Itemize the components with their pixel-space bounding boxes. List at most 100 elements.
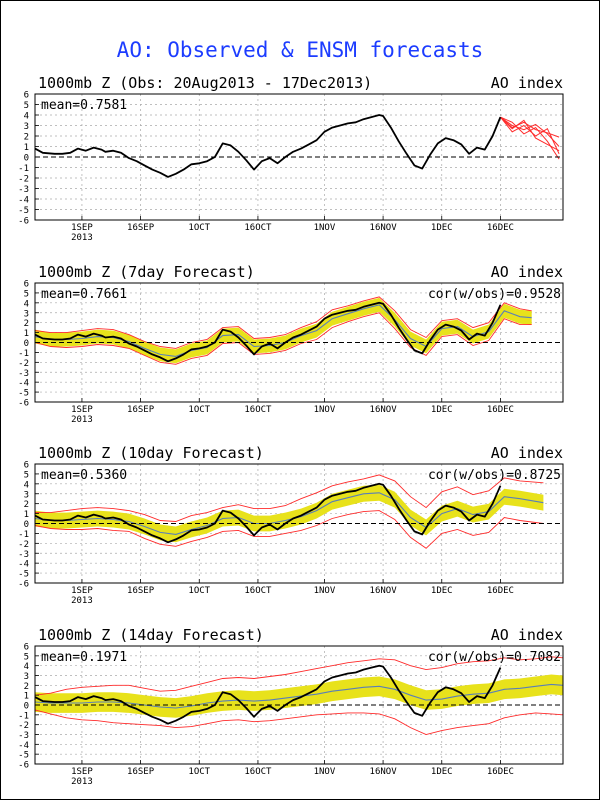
y-tick-label: 3: [24, 309, 29, 319]
y-tick-label: -2: [18, 359, 29, 369]
panel-title-1: 1000mb Z (Obs: 20Aug2013 - 17Dec2013): [38, 74, 372, 92]
ensemble-mean-line: [34, 492, 544, 535]
y-tick-label: 2: [24, 500, 29, 510]
y-tick-label: 0: [24, 520, 29, 530]
mean-label: mean=0.7581: [41, 98, 127, 113]
y-tick-label: -4: [18, 560, 29, 570]
page-title: AO: Observed & ENSM forecasts: [116, 38, 484, 62]
y-tick-label: -1: [18, 164, 29, 174]
y-tick-label: 0: [24, 339, 29, 349]
panel-index-label-2: AO index: [491, 263, 563, 281]
x-tick-label: 16DEC: [487, 405, 514, 415]
spread-lower-line: [34, 312, 532, 365]
spread-upper-line: [35, 474, 544, 522]
x-tick-label: 16DEC: [487, 767, 514, 777]
x-year-label: 2013: [71, 777, 93, 787]
correlation-label: cor(w/obs)=0.8725: [428, 468, 561, 483]
y-tick-label: -5: [18, 389, 29, 399]
x-tick-label: 16OCT: [244, 586, 272, 596]
y-tick-label: 4: [24, 662, 29, 672]
forecast-member-line-5: [500, 116, 560, 152]
y-tick-label: -5: [18, 206, 29, 216]
x-tick-label: 16DEC: [487, 223, 514, 233]
observed-line: [34, 482, 502, 544]
y-tick-label: 3: [24, 490, 29, 500]
y-tick-label: -3: [18, 369, 29, 379]
y-tick-label: 3: [24, 672, 29, 682]
panel-title-3: 1000mb Z (10day Forecast): [38, 444, 264, 462]
x-tick-label: 16DEC: [487, 586, 514, 596]
x-tick-label: 1DEC: [431, 586, 453, 596]
observed-line: [34, 664, 502, 725]
y-tick-label: -6: [18, 580, 29, 590]
panel-title-2: 1000mb Z (7day Forecast): [38, 263, 255, 281]
x-tick-label: 16SEP: [127, 405, 155, 415]
y-tick-label: 4: [24, 299, 29, 309]
y-tick-label: 5: [24, 652, 29, 662]
y-tick-label: 4: [24, 112, 29, 122]
x-tick-label: 1NOV: [314, 223, 336, 233]
mean-label: mean=0.1971: [41, 650, 127, 665]
x-tick-label: 1OCT: [188, 586, 210, 596]
spread-upper-line: [34, 656, 564, 696]
x-tick-label: 16OCT: [244, 767, 272, 777]
x-tick-label: 1SEP: [71, 223, 93, 233]
y-tick-label: -6: [18, 761, 29, 771]
y-tick-label: -1: [18, 349, 29, 359]
y-tick-label: 0: [24, 154, 29, 164]
y-tick-label: 1: [24, 510, 29, 520]
x-year-label: 2013: [71, 415, 93, 425]
y-tick-label: -6: [18, 399, 29, 409]
mean-label: mean=0.7661: [41, 287, 127, 302]
x-tick-label: 16NOV: [370, 767, 398, 777]
y-tick-label: -2: [18, 540, 29, 550]
y-tick-label: -5: [18, 751, 29, 761]
y-tick-label: 4: [24, 480, 29, 490]
y-tick-label: 2: [24, 133, 29, 143]
y-tick-label: -6: [18, 217, 29, 227]
x-year-label: 2013: [71, 233, 93, 243]
panel-title-4: 1000mb Z (14day Forecast): [38, 626, 264, 644]
x-tick-label: 16SEP: [127, 223, 155, 233]
spread-lower-line: [34, 709, 564, 735]
ensemble-spread-band: [35, 484, 544, 543]
spread-lower-line: [34, 510, 544, 549]
y-tick-label: -2: [18, 175, 29, 185]
panel-index-label-4: AO index: [491, 626, 563, 644]
y-tick-label: -4: [18, 379, 29, 389]
y-tick-label: -4: [18, 741, 29, 751]
x-tick-label: 16SEP: [127, 586, 155, 596]
y-tick-label: -1: [18, 530, 29, 540]
y-tick-label: 1: [24, 692, 29, 702]
y-tick-label: -3: [18, 185, 29, 195]
spread-upper-line: [34, 296, 532, 349]
forecast-member-line-4: [500, 116, 560, 160]
y-tick-label: -4: [18, 196, 29, 206]
panel-index-label-1: AO index: [491, 74, 563, 92]
y-tick-label: 5: [24, 101, 29, 111]
x-tick-label: 1OCT: [188, 767, 210, 777]
x-tick-label: 1SEP: [71, 405, 93, 415]
y-tick-label: 6: [24, 461, 29, 471]
x-tick-label: 16NOV: [370, 586, 398, 596]
observed-line: [34, 301, 502, 363]
x-tick-label: 1DEC: [431, 223, 453, 233]
y-tick-label: -2: [18, 721, 29, 731]
y-tick-label: 6: [24, 643, 29, 653]
correlation-label: cor(w/obs)=0.9528: [428, 287, 561, 302]
x-tick-label: 1NOV: [314, 405, 336, 415]
x-tick-label: 1OCT: [188, 223, 210, 233]
y-tick-label: 6: [24, 91, 29, 101]
x-tick-label: 16NOV: [370, 405, 398, 415]
x-tick-label: 1NOV: [314, 586, 336, 596]
y-tick-label: 2: [24, 319, 29, 329]
x-tick-label: 16OCT: [244, 405, 272, 415]
x-tick-label: 16SEP: [127, 767, 155, 777]
correlation-label: cor(w/obs)=0.7082: [428, 650, 561, 665]
x-tick-label: 1DEC: [431, 405, 453, 415]
x-tick-label: 1DEC: [431, 767, 453, 777]
x-tick-label: 16OCT: [244, 223, 272, 233]
y-tick-label: 5: [24, 470, 29, 480]
y-tick-label: -1: [18, 711, 29, 721]
